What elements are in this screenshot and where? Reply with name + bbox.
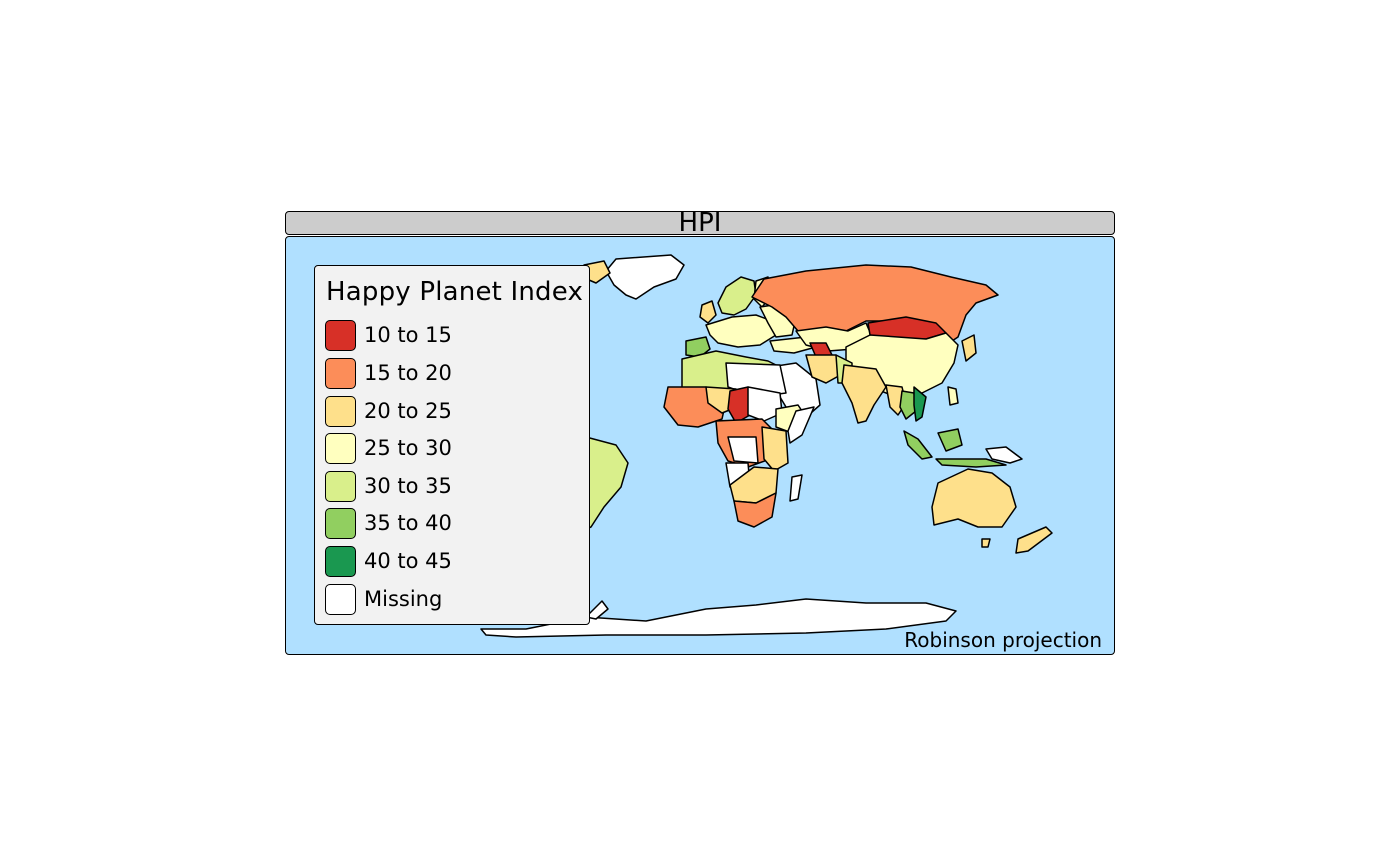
congo [727,436,759,464]
legend-item: 40 to 45 [325,544,452,578]
south-africa [733,492,777,528]
tasmania [981,538,991,548]
legend-swatch [325,432,356,464]
legend-label: 15 to 20 [364,361,452,385]
legend-swatch [325,470,356,502]
legend-swatch [325,319,356,351]
south-america [585,436,629,530]
sumatra [903,430,933,460]
norway-sweden [717,276,757,316]
greenland [605,254,685,300]
legend-item: 15 to 20 [325,356,452,390]
chad [727,386,751,424]
sudan [747,386,783,422]
legend-item: 35 to 40 [325,506,452,540]
thailand [899,390,917,420]
legend-swatch [325,507,356,539]
legend-label: 10 to 15 [364,323,452,347]
iran [805,354,845,384]
legend-item: Missing [325,582,442,616]
legend-item: 30 to 35 [325,469,452,503]
panel-title-text: HPI [678,208,722,238]
legend-swatch [325,395,356,427]
legend: Happy Planet Index 10 to 15 15 to 20 20 … [314,265,590,625]
uk [699,300,717,324]
vietnam [913,386,927,422]
madagascar [789,474,803,502]
panel-title: HPI [285,208,1115,238]
world-map [480,254,1053,638]
legend-label: 35 to 40 [364,511,452,535]
legend-label: 40 to 45 [364,549,452,573]
legend-item: 25 to 30 [325,431,452,465]
new-guinea [985,446,1023,464]
projection-credit: Robinson projection [904,628,1102,652]
somalia [787,406,815,444]
legend-label: 30 to 35 [364,474,452,498]
indonesia [935,458,1007,468]
legend-swatch [325,545,356,577]
new-zealand [1015,526,1053,554]
legend-title: Happy Planet Index [326,277,584,307]
western-europe [705,314,777,348]
india [841,364,887,424]
borneo [937,428,963,452]
legend-item: 10 to 15 [325,318,452,352]
legend-label: Missing [364,587,443,611]
philippines [947,386,959,406]
australia [931,468,1017,528]
legend-swatch [325,583,356,615]
antarctic-peninsula [585,600,609,620]
legend-swatch [325,357,356,389]
japan [961,334,977,362]
legend-item: 20 to 25 [325,394,452,428]
legend-label: 25 to 30 [364,436,452,460]
antarctica [480,598,957,638]
east-africa [761,426,789,472]
legend-label: 20 to 25 [364,399,452,423]
